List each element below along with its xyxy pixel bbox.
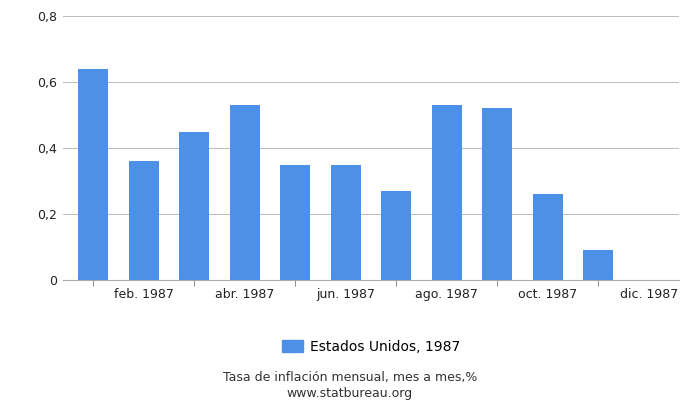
Legend: Estados Unidos, 1987: Estados Unidos, 1987 bbox=[276, 334, 466, 360]
Text: www.statbureau.org: www.statbureau.org bbox=[287, 388, 413, 400]
Bar bbox=[280, 164, 310, 280]
Bar bbox=[432, 105, 462, 280]
Bar bbox=[78, 69, 108, 280]
Bar bbox=[179, 132, 209, 280]
Bar bbox=[129, 161, 159, 280]
Bar bbox=[482, 108, 512, 280]
Bar bbox=[230, 105, 260, 280]
Text: Tasa de inflación mensual, mes a mes,%: Tasa de inflación mensual, mes a mes,% bbox=[223, 372, 477, 384]
Bar bbox=[381, 191, 412, 280]
Bar bbox=[330, 164, 361, 280]
Bar bbox=[583, 250, 613, 280]
Bar bbox=[533, 194, 563, 280]
